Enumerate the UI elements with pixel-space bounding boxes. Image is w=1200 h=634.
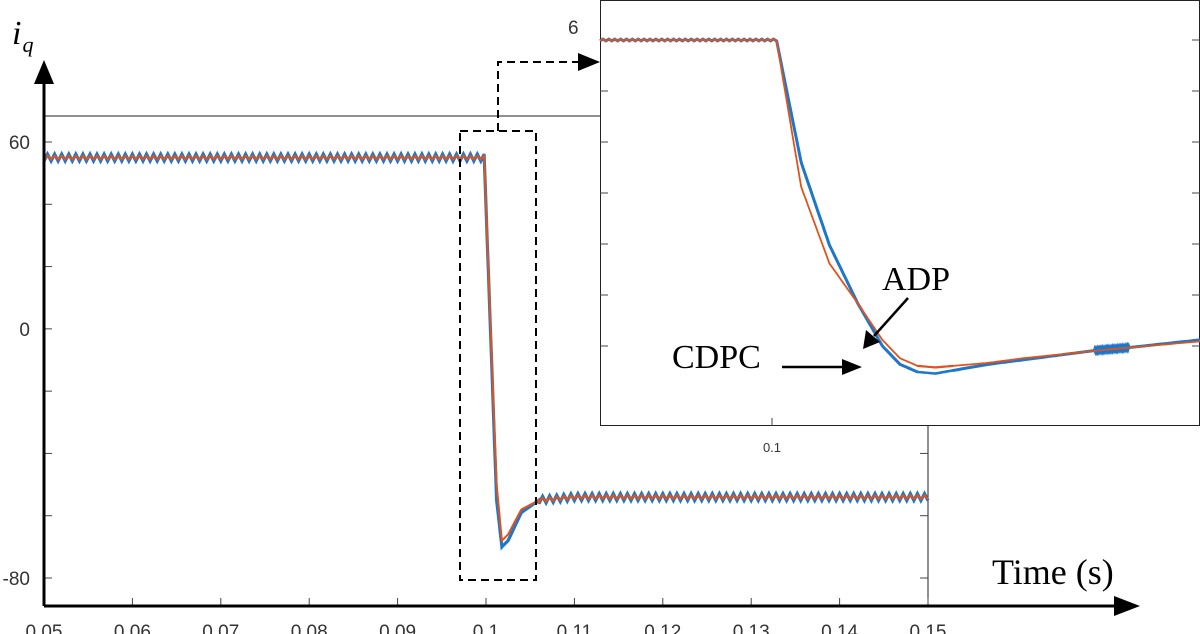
x-tick-label: 0.12 xyxy=(644,622,681,634)
zoom-connector xyxy=(497,53,600,131)
x-tick-label: 0.14 xyxy=(821,622,858,634)
main-series xyxy=(42,150,930,551)
x-tick-label: 0.11 xyxy=(557,622,593,634)
main-y-tick-labels: 60 0 -80 xyxy=(3,133,30,590)
x-tick-label: 0.1 xyxy=(473,622,499,634)
zoom-connector-arrowhead xyxy=(578,53,600,71)
main-x-tick-labels: 0.05 0.06 0.07 0.08 0.09 0.1 0.11 0.12 0.13 0.14 0… xyxy=(26,622,947,634)
annotation-adp-arrowhead xyxy=(863,330,880,349)
series-line-adp xyxy=(43,153,929,543)
y-tick-label: -80 xyxy=(3,569,30,590)
y-axis-arrowhead xyxy=(34,60,54,84)
x-tick-label: 0.13 xyxy=(733,622,770,634)
zoom-selection-box xyxy=(459,130,537,581)
inset-plot: 6 0.1 xyxy=(568,0,1200,455)
x-tick-label: 0.05 xyxy=(26,622,63,634)
x-axis-label: Time (s) xyxy=(992,552,1114,592)
annotation-cdpc-arrowhead xyxy=(842,359,862,375)
inset-x-tick-label: 0.1 xyxy=(763,440,781,455)
y-tick-label: 0 xyxy=(19,320,30,341)
y-axis-label-main: i xyxy=(12,15,21,52)
y-tick-label: 60 xyxy=(9,133,30,154)
inset-series xyxy=(599,37,1200,375)
x-tick-label: 0.15 xyxy=(910,622,947,634)
x-axis-arrowhead xyxy=(1114,596,1140,616)
x-tick-label: 0.09 xyxy=(379,622,416,634)
annotation-adp-arrow-line xyxy=(873,297,909,337)
x-tick-label: 0.08 xyxy=(291,622,328,634)
inset-y-tick-label: 6 xyxy=(568,18,579,39)
x-tick-label: 0.06 xyxy=(114,622,151,634)
x-tick-label: 0.07 xyxy=(202,622,239,634)
annotation-adp: ADP xyxy=(882,261,950,298)
y-axis-label-subscript: q xyxy=(22,32,33,57)
y-axis-label: iq xyxy=(12,15,33,57)
annotations: ADP CDPC xyxy=(672,261,950,376)
main-plot: 0.05 0.06 0.07 0.08 0.09 0.1 0.11 0.12 0.13 0.14 0… xyxy=(3,115,947,634)
zoom-connector-line xyxy=(497,61,580,131)
inset-series-line-adp xyxy=(599,38,1200,369)
axes xyxy=(34,60,1140,616)
annotation-cdpc: CDPC xyxy=(672,339,761,376)
inset-ticks xyxy=(600,39,1200,426)
